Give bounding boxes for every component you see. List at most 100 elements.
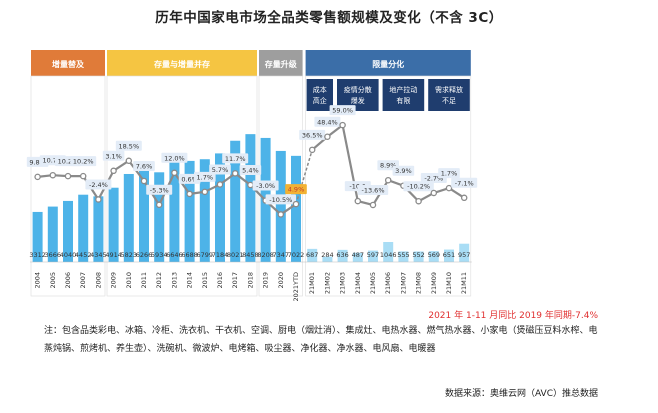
bar-value-label: 4040: [60, 251, 77, 259]
growth-label: -7.1%: [455, 179, 474, 187]
bar: [459, 243, 470, 262]
growth-point: [308, 146, 316, 154]
bar: [444, 249, 454, 262]
bar-value-label: 636: [336, 251, 348, 259]
subphase-box: [306, 79, 333, 111]
x-tick-label: 2004: [34, 272, 42, 289]
bar-value-label: 6266: [136, 251, 153, 259]
x-tick-label: 2006: [64, 272, 72, 289]
growth-label-bg: [133, 160, 155, 171]
growth-point: [231, 170, 239, 177]
phase-label: 限量分化: [372, 59, 404, 69]
growth-point: [125, 157, 133, 165]
bar: [215, 153, 225, 262]
bar-value-label: 8021: [227, 251, 244, 259]
x-tick-label: 2005: [49, 272, 57, 289]
bar: [291, 155, 301, 262]
growth-label-bg: [403, 181, 434, 192]
growth-label: -10.5%: [269, 196, 292, 204]
x-tick-label: 21M01: [308, 272, 316, 294]
growth-label: 10.2%: [58, 158, 79, 166]
bar-value-label: 6799: [197, 251, 214, 259]
bar-value-label: 1046: [380, 251, 397, 259]
phase-header: [107, 50, 257, 76]
growth-label: 4.9%: [288, 186, 305, 194]
growth-label: 48.4%: [317, 118, 338, 126]
growth-label-bg: [299, 129, 326, 140]
growth-connector: [295, 149, 313, 205]
growth-label: 5.4%: [242, 167, 259, 175]
growth-label: 1.7%: [197, 173, 214, 181]
phase-label: 存量与增量并存: [153, 59, 210, 69]
x-tick-label: 2010: [125, 272, 133, 289]
x-tick-label: 2016: [216, 272, 224, 289]
bar: [123, 173, 134, 262]
bar-value-label: 7022: [288, 251, 305, 259]
growth-point: [201, 188, 209, 196]
growth-point: [369, 201, 377, 209]
x-tick-label: 21M08: [415, 272, 423, 294]
x-tick-label: 21M09: [430, 272, 438, 294]
bar: [230, 140, 241, 262]
bar: [337, 249, 348, 262]
category-notes: 注：包含品类彩电、冰箱、冷柜、洗衣机、干衣机、空调、厨电（烟灶消）、集成灶、电热…: [44, 326, 598, 354]
growth-point: [460, 194, 468, 202]
growth-label-bg: [314, 116, 341, 127]
growth-label-bg: [161, 152, 188, 163]
x-tick-label: 21M06: [384, 272, 392, 294]
bar-value-label: 651: [443, 251, 455, 259]
growth-point: [79, 172, 87, 180]
x-tick-label: 2008: [94, 272, 102, 289]
subphase-box: [382, 79, 425, 111]
growth-label-bg: [392, 165, 415, 176]
growth-point: [247, 181, 254, 189]
bar-value-label: 4452: [75, 251, 92, 259]
growth-point: [95, 196, 102, 203]
growth-label: 59.0%: [332, 107, 353, 115]
growth-label-bg: [357, 184, 389, 195]
growth-point: [140, 177, 148, 185]
growth-label: 3.9%: [395, 167, 412, 175]
growth-label-bg: [438, 168, 460, 179]
x-tick-label: 21M10: [445, 272, 453, 294]
bar: [78, 194, 89, 262]
bar: [307, 248, 318, 262]
phase-label: 增量替及: [52, 59, 85, 69]
subphase-box: [428, 79, 470, 111]
growth-label-bg: [451, 177, 478, 188]
bar-value-label: 8458: [242, 251, 259, 259]
growth-label-bg: [102, 150, 125, 161]
growth-label: 18.5%: [118, 142, 139, 150]
phase-label: 存量升级: [264, 59, 298, 69]
growth-label: -2.4%: [89, 181, 108, 189]
chart-title: 历年中国家电市场全品类零售额规模及变化（不含 3C）: [155, 10, 503, 26]
subphase-label: 疫情分散: [344, 85, 372, 94]
bar: [383, 242, 394, 262]
growth-label-bg: [209, 164, 231, 175]
growth-label: 5.7%: [212, 166, 229, 174]
subphase-label: 有限: [396, 96, 410, 105]
bar-value-label: 687: [306, 251, 318, 259]
bar: [368, 250, 378, 262]
bar-value-label: 5934: [151, 251, 168, 259]
bar-value-label: 569: [428, 251, 440, 259]
x-tick-label: 2015: [201, 272, 209, 289]
subphase-label: 爆发: [351, 96, 365, 105]
growth-label-bg: [285, 184, 307, 195]
bar: [199, 159, 210, 262]
growth-label: 11.7%: [225, 155, 246, 163]
growth-label-bg: [222, 153, 249, 164]
growth-label: 7.6%: [136, 162, 153, 170]
bar: [139, 167, 149, 262]
growth-point: [277, 211, 285, 218]
growth-point: [171, 169, 178, 177]
x-tick-label: 2020: [277, 272, 285, 289]
bar-value-label: 8208: [257, 251, 274, 259]
growth-point: [430, 189, 438, 197]
x-tick-label: 2007: [79, 272, 87, 289]
growth-label: 10.7%: [42, 157, 63, 165]
growth-label: 10.2%: [73, 158, 94, 166]
growth-label: -10.2%: [407, 183, 430, 191]
bar: [32, 211, 43, 262]
subphase-label: 成本: [313, 85, 327, 94]
